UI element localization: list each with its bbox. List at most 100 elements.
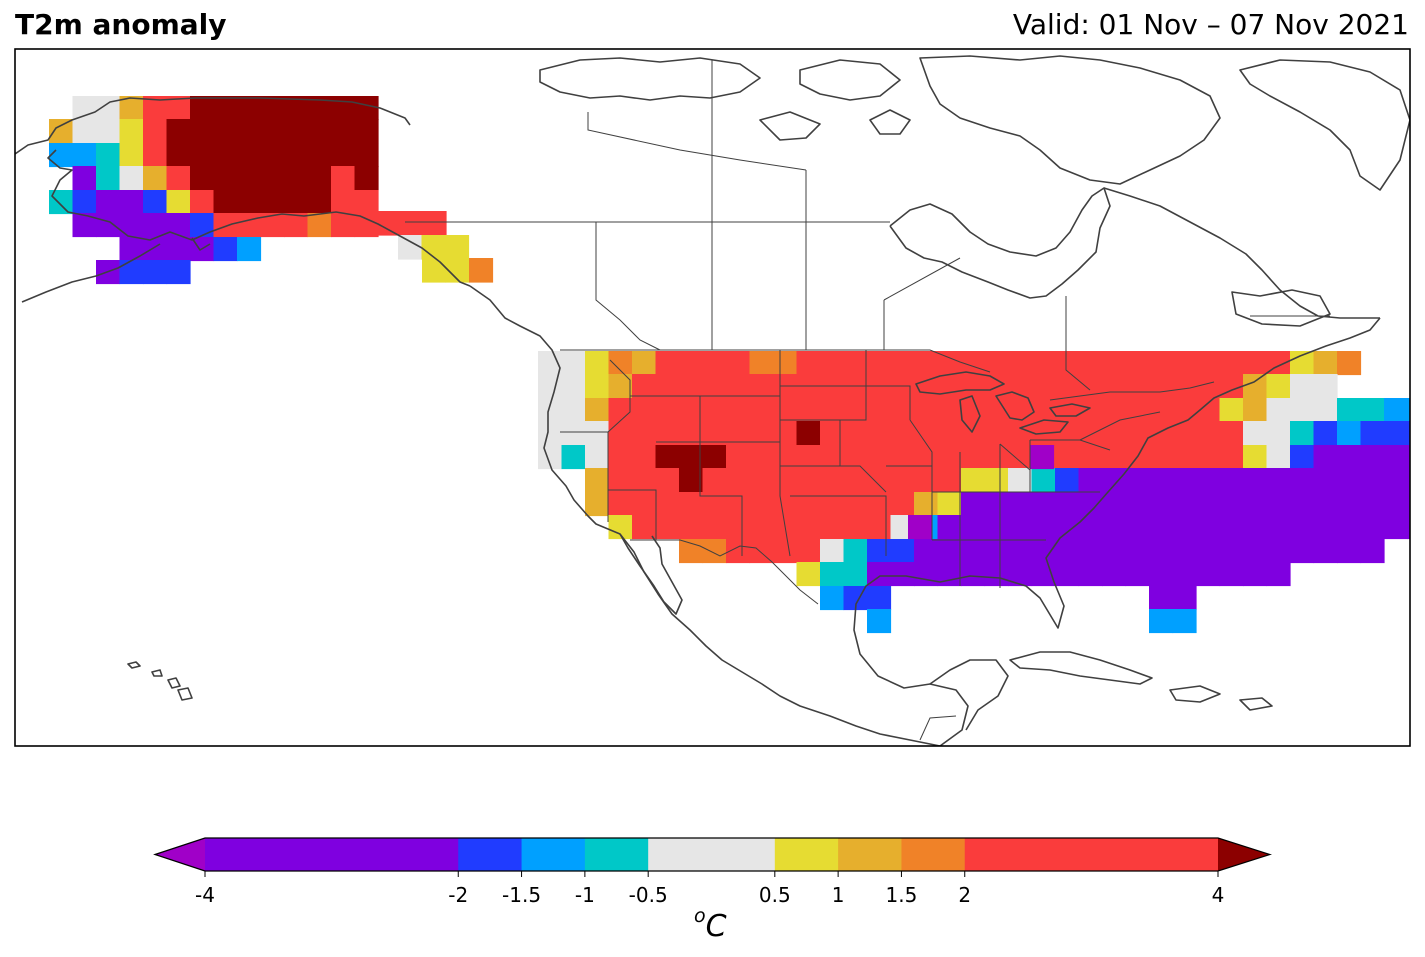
anomaly-cell [1360, 445, 1385, 470]
anomaly-cell [961, 562, 986, 587]
anomaly-cell [190, 96, 215, 121]
anomaly-cell [1290, 445, 1315, 470]
anomaly-cell [1360, 398, 1385, 423]
anomaly-cell [1313, 468, 1338, 493]
anomaly-cell [1290, 515, 1315, 540]
anomaly-cell [398, 235, 423, 260]
anomaly-cell [1172, 539, 1197, 564]
anomaly-cell [702, 515, 727, 540]
anomaly-cell [585, 351, 610, 376]
anomaly-cell [1125, 374, 1150, 399]
anomaly-cell [702, 374, 727, 399]
anomaly-cell [1008, 468, 1033, 493]
anomaly-cell [1337, 468, 1362, 493]
anomaly-cell [632, 515, 657, 540]
anomaly-cell [679, 539, 704, 564]
anomaly-cell [632, 374, 657, 399]
hudson-bay-coast [889, 187, 1111, 299]
anomaly-cell [890, 445, 915, 470]
anomaly-cell [608, 468, 633, 493]
anomaly-cell [796, 421, 821, 446]
anomaly-cell [890, 562, 915, 587]
anomaly-cell [679, 445, 704, 470]
anomaly-cell [702, 351, 727, 376]
anomaly-cell [237, 166, 262, 191]
anomaly-cell [890, 421, 915, 446]
anomaly-cell [984, 562, 1009, 587]
anomaly-cell [1313, 492, 1338, 517]
anomaly-cell [1008, 515, 1033, 540]
anomaly-cell [608, 421, 633, 446]
anomaly-cell [1149, 515, 1174, 540]
anomaly-cell [1196, 374, 1221, 399]
anomaly-cell [421, 235, 446, 260]
anomaly-cell [1337, 492, 1362, 517]
anomaly-cell [1337, 421, 1362, 446]
anomaly-cell [1078, 351, 1103, 376]
anomaly-cell [1313, 421, 1338, 446]
anomaly-cell [72, 143, 97, 168]
anomaly-cell [773, 421, 798, 446]
anomaly-cell [1055, 539, 1080, 564]
anomaly-cell [1290, 398, 1315, 423]
coastlines [15, 55, 1410, 746]
anomaly-cell [726, 421, 751, 446]
anomaly-cell [585, 468, 610, 493]
anomaly-cell [984, 539, 1009, 564]
anomaly-cell [213, 213, 238, 238]
anomaly-cell [1102, 374, 1127, 399]
colorbar-segment [521, 838, 586, 871]
anomaly-cell [1149, 492, 1174, 517]
anomaly-cell [1313, 515, 1338, 540]
anomaly-cell [843, 539, 868, 564]
anomaly-cell [961, 351, 986, 376]
anomaly-cell [166, 260, 191, 285]
anomaly-cell [796, 398, 821, 423]
anomaly-cell [890, 539, 915, 564]
anomaly-cell [726, 468, 751, 493]
anomaly-cell [96, 143, 121, 168]
anomaly-cell [284, 143, 309, 168]
anomaly-cell [608, 445, 633, 470]
anomaly-cell [961, 539, 986, 564]
anomaly-cell [72, 119, 97, 144]
anomaly-cell [1407, 398, 1410, 423]
anomaly-cell [284, 190, 309, 215]
anomaly-cell [1031, 492, 1056, 517]
anomaly-cell [72, 190, 97, 215]
anomaly-cell [213, 96, 238, 121]
anomaly-cell [284, 166, 309, 191]
anomaly-cell [984, 492, 1009, 517]
anomaly-cell [655, 351, 680, 376]
anomaly-cell [1055, 398, 1080, 423]
anomaly-cell [796, 445, 821, 470]
anomaly-cell [984, 421, 1009, 446]
anomaly-cell [702, 539, 727, 564]
arctic-islands [539, 55, 1410, 191]
anomaly-cell [749, 351, 774, 376]
colorbar-tick-label: 0.5 [759, 883, 791, 907]
anomaly-cell [1055, 492, 1080, 517]
anomaly-cell [1407, 445, 1410, 470]
labrador-coast [1103, 187, 1380, 327]
gulf-coast [853, 317, 1381, 746]
anomaly-cell [190, 166, 215, 191]
anomaly-cell [260, 119, 285, 144]
anomaly-cell [1172, 468, 1197, 493]
anomaly-cell [1360, 539, 1385, 564]
anomaly-cell [190, 143, 215, 168]
anomaly-cell [1313, 398, 1338, 423]
anomaly-cell [820, 515, 845, 540]
anomaly-cell [561, 445, 586, 470]
anomaly-cell [890, 492, 915, 517]
anomaly-cell [307, 119, 332, 144]
anomaly-cell [867, 351, 892, 376]
anomaly-cell [331, 213, 356, 238]
anomaly-cell [445, 235, 470, 260]
anomaly-cell [119, 260, 144, 285]
anomaly-cell [1149, 445, 1174, 470]
anomaly-cell [1008, 539, 1033, 564]
alaska-coast [15, 97, 471, 303]
anomaly-cell [469, 258, 494, 283]
anomaly-cell [72, 166, 97, 191]
